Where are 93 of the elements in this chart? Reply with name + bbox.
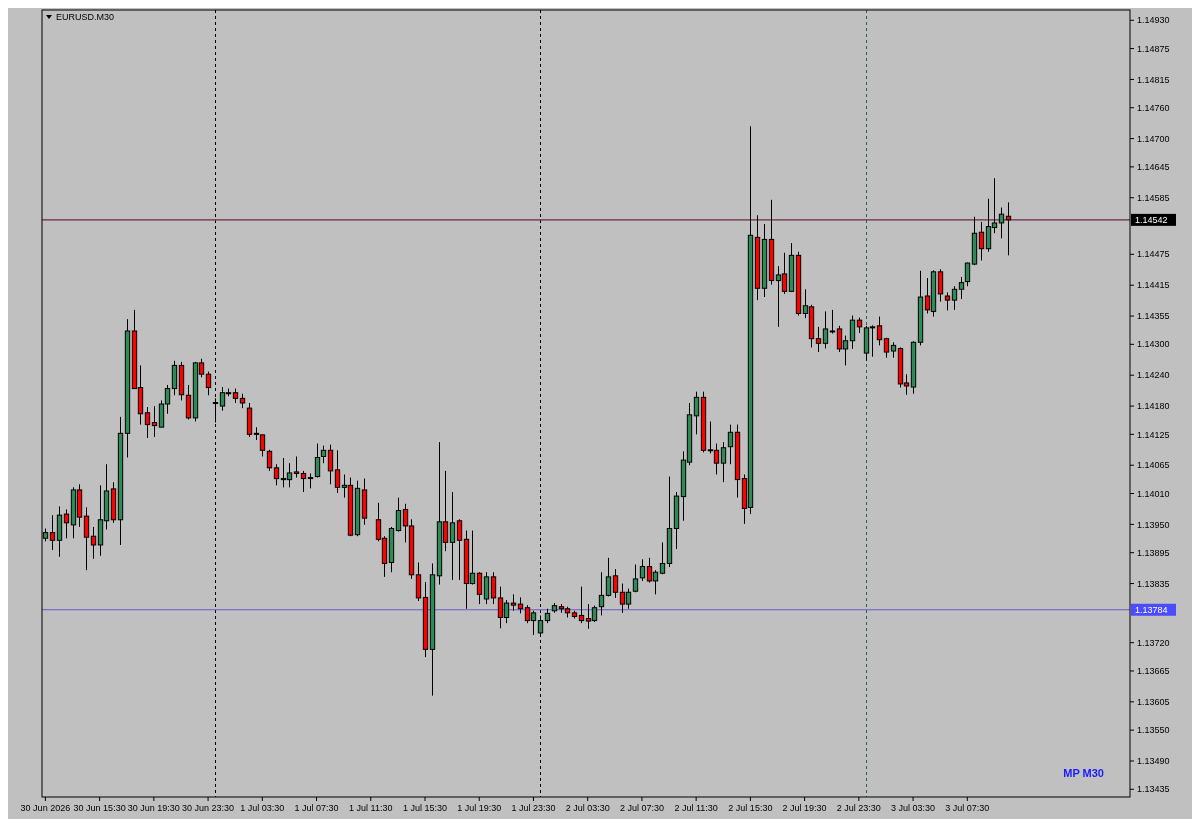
candlestick — [327, 444, 334, 485]
annotation: MP M30 — [1063, 767, 1104, 779]
y-tick-label: 1.14875 — [1137, 43, 1170, 54]
x-tick-label: 30 Jun 23:30 — [182, 803, 235, 813]
y-tick-label: 1.14240 — [1137, 370, 1170, 381]
y-tick-label: 1.13605 — [1137, 696, 1170, 707]
x-tick-label: 2 Jul 07:30 — [619, 803, 664, 813]
candlestick — [876, 316, 883, 346]
y-tick-label: 1.13665 — [1137, 666, 1170, 677]
candlestick — [605, 557, 612, 597]
candlestick — [1005, 201, 1012, 256]
y-tick-label: 1.14415 — [1137, 280, 1170, 291]
x-tick-label: 1 Jul 19:30 — [457, 803, 502, 813]
candlestick — [314, 443, 321, 479]
candlestick — [395, 497, 402, 533]
candlestick — [937, 268, 944, 303]
candlestick — [998, 207, 1005, 239]
candlestick — [334, 449, 341, 494]
x-tick-label: 1 Jul 07:30 — [294, 803, 339, 813]
candlestick — [49, 514, 56, 551]
candlestick — [978, 221, 985, 261]
chart-title: EURUSD.M30 — [56, 12, 115, 22]
y-tick-label: 1.14585 — [1137, 192, 1170, 203]
candlestick — [415, 561, 422, 602]
candlestick — [144, 406, 151, 439]
y-tick-label: 1.13895 — [1137, 547, 1170, 558]
y-tick-label: 1.13720 — [1137, 637, 1170, 648]
candlestick — [829, 309, 836, 335]
y-tick-label: 1.13950 — [1137, 519, 1170, 530]
y-tick-label: 1.14125 — [1137, 429, 1170, 440]
candlestick — [151, 405, 158, 438]
candlestick — [822, 310, 829, 349]
x-tick-label: 2 Jul 03:30 — [565, 803, 610, 813]
candlestick — [612, 568, 619, 599]
x-tick-label: 30 Jun 15:30 — [73, 803, 126, 813]
candlestick — [815, 326, 822, 353]
ref-line-label: 1.14542 — [1135, 215, 1168, 226]
y-tick-label: 1.14930 — [1137, 15, 1170, 26]
candlestick — [185, 384, 192, 420]
y-tick-label: 1.13435 — [1137, 784, 1170, 795]
candlestick — [266, 449, 273, 472]
y-tick-label: 1.13835 — [1137, 578, 1170, 589]
candlestick — [578, 586, 585, 624]
candlestick — [476, 571, 483, 605]
y-tick-label: 1.13490 — [1137, 756, 1170, 767]
candlestick — [944, 291, 951, 311]
candlestick — [849, 315, 856, 350]
candlestick — [205, 371, 212, 396]
x-tick-label: 1 Jul 03:30 — [240, 803, 285, 813]
ref-line-label: 1.13784 — [1135, 604, 1168, 615]
candlestick — [293, 455, 300, 479]
y-tick-label: 1.14815 — [1137, 74, 1170, 85]
x-tick-label: 3 Jul 03:30 — [891, 803, 936, 813]
candlestick — [273, 463, 280, 486]
y-tick-label: 1.14475 — [1137, 249, 1170, 260]
x-tick-label: 1 Jul 15:30 — [402, 803, 448, 813]
candlestick — [300, 470, 307, 493]
y-tick-label: 1.14355 — [1137, 311, 1170, 322]
y-tick-label: 1.13550 — [1137, 725, 1170, 736]
x-tick-label: 1 Jul 11:30 — [349, 803, 393, 813]
y-tick-label: 1.14065 — [1137, 460, 1170, 471]
candlestick — [720, 441, 727, 483]
candlestick — [951, 285, 958, 311]
candlestick — [83, 506, 90, 571]
y-tick-label: 1.14645 — [1137, 162, 1170, 173]
y-tick-label: 1.14180 — [1137, 401, 1170, 412]
x-tick-label: 2 Jul 11:30 — [674, 803, 718, 813]
candlestick — [727, 424, 734, 465]
y-tick-label: 1.14300 — [1137, 339, 1170, 350]
candlestick — [449, 491, 456, 581]
x-tick-label: 2 Jul 15:30 — [728, 803, 773, 813]
candlestick — [456, 518, 463, 581]
candlestick — [483, 571, 490, 605]
candlestick — [693, 391, 700, 435]
y-tick-label: 1.14010 — [1137, 488, 1170, 499]
candlestick — [632, 564, 639, 593]
candlestick — [958, 276, 965, 300]
x-tick-label: 30 Jun 2026 — [20, 803, 71, 813]
x-tick-label: 1 Jul 23:30 — [511, 803, 556, 813]
candlestick — [964, 262, 971, 287]
x-tick-label: 3 Jul 07:30 — [945, 803, 990, 813]
y-tick-label: 1.14700 — [1137, 133, 1170, 144]
candlestick — [598, 571, 605, 616]
candlestick — [171, 360, 178, 396]
candlestick — [659, 541, 666, 575]
candlestick — [63, 508, 70, 539]
x-tick-label: 30 Jun 19:30 — [127, 803, 180, 813]
x-tick-label: 2 Jul 19:30 — [782, 803, 827, 813]
y-tick-label: 1.14760 — [1137, 102, 1170, 113]
candlestick — [90, 526, 97, 560]
candlestick — [490, 571, 497, 605]
x-tick-label: 2 Jul 23:30 — [836, 803, 881, 813]
candlestick — [639, 558, 646, 582]
